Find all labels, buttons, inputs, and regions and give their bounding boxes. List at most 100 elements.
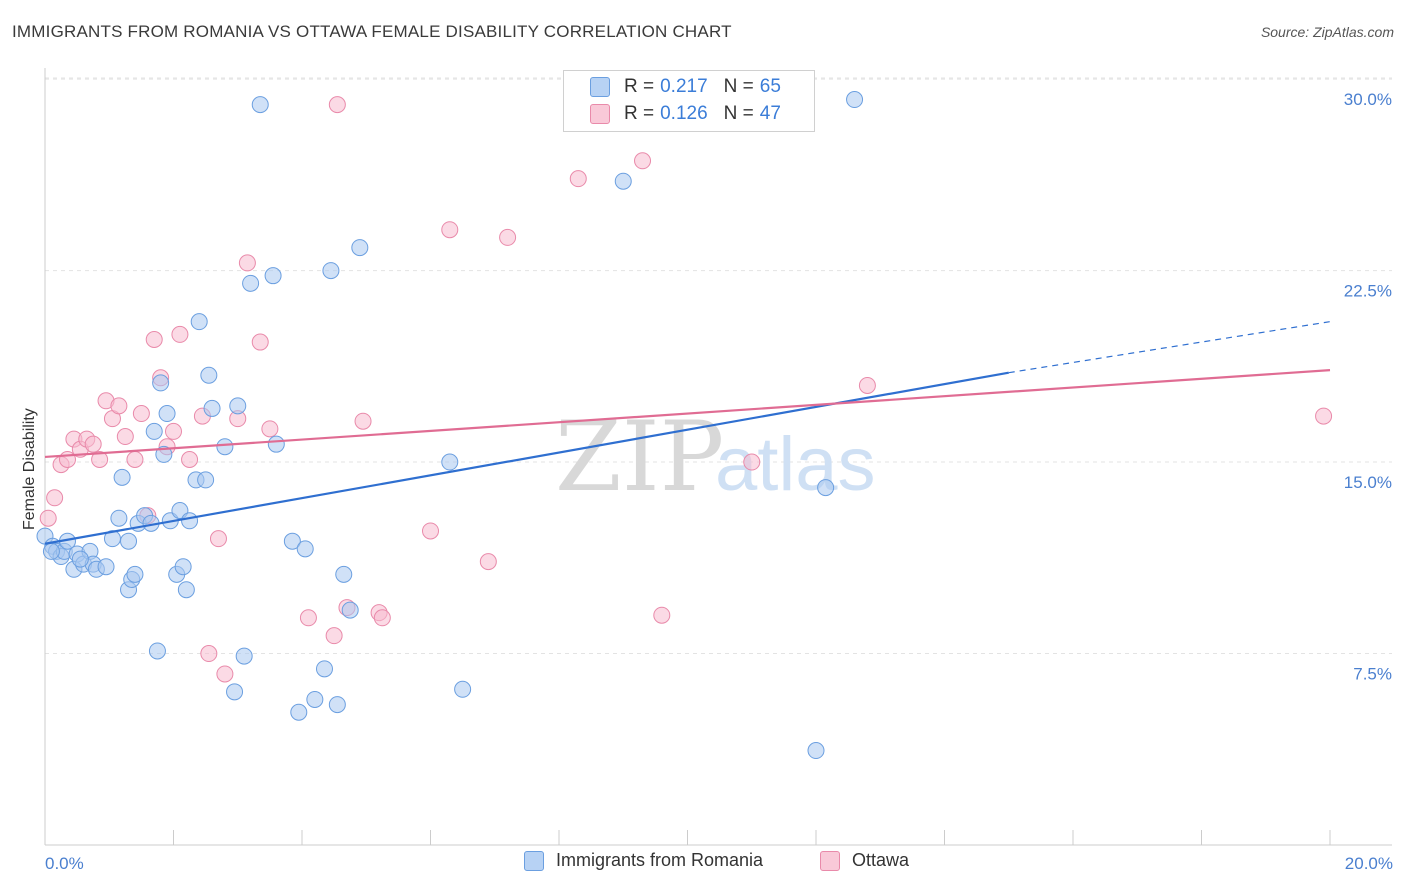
romania-point bbox=[306, 690, 324, 708]
ottawa-point bbox=[422, 522, 439, 540]
romania-point bbox=[296, 540, 314, 558]
ottawa-point bbox=[200, 645, 218, 663]
ottawa-point bbox=[441, 221, 459, 239]
romania-point bbox=[335, 565, 353, 583]
romania-point bbox=[251, 96, 269, 114]
ottawa-point bbox=[216, 665, 234, 683]
trend-lines bbox=[44, 321, 1331, 545]
ottawa-points bbox=[39, 96, 1333, 683]
romania-point bbox=[190, 313, 208, 331]
legend-swatch-pink bbox=[820, 850, 840, 871]
romania-point bbox=[174, 558, 192, 576]
watermark-atlas: atlas bbox=[715, 422, 876, 507]
bottom-legend-romania: Immigrants from Romania bbox=[524, 850, 763, 871]
x-tick-label-min: 0.0% bbox=[45, 854, 84, 873]
legend-r-value: 0.217 bbox=[660, 76, 708, 97]
ottawa-point bbox=[46, 489, 64, 507]
ottawa-point bbox=[743, 453, 761, 471]
legend-row-ottawa: R = 0.126 N = 47 bbox=[590, 102, 787, 126]
romania-point bbox=[328, 696, 346, 714]
romania-point bbox=[197, 471, 215, 489]
ottawa-point bbox=[251, 333, 269, 351]
legend-label-romania: Immigrants from Romania bbox=[556, 850, 764, 870]
romania-point bbox=[113, 468, 131, 486]
ottawa-point bbox=[569, 170, 587, 188]
romania-point bbox=[203, 399, 221, 417]
legend-swatch-blue bbox=[524, 850, 544, 871]
ottawa-point bbox=[328, 96, 346, 114]
x-tick-label-max: 20.0% bbox=[1345, 854, 1393, 873]
legend-n-value: 47 bbox=[759, 103, 781, 124]
romania-trend-extension bbox=[1008, 321, 1331, 374]
romania-point bbox=[181, 512, 199, 530]
romania-points bbox=[36, 91, 864, 760]
ottawa-point bbox=[145, 331, 163, 349]
ottawa-point bbox=[653, 606, 671, 624]
legend-n-value: 65 bbox=[759, 76, 781, 97]
ottawa-point bbox=[479, 553, 497, 571]
legend-row-romania: R = 0.217 N = 65 bbox=[590, 75, 787, 99]
ottawa-point bbox=[499, 228, 517, 246]
ottawa-point bbox=[165, 422, 182, 440]
romania-point bbox=[235, 647, 253, 665]
romania-point bbox=[229, 397, 247, 415]
ottawa-point bbox=[58, 450, 76, 468]
legend-r-label: R = bbox=[624, 103, 655, 124]
romania-point bbox=[155, 445, 173, 463]
romania-point bbox=[322, 262, 340, 280]
ottawa-point bbox=[209, 530, 227, 548]
stats-legend: R = 0.217 N = 65 R = 0.126 N = 47 bbox=[563, 70, 815, 132]
romania-point bbox=[315, 660, 333, 678]
romania-point bbox=[226, 683, 244, 701]
romania-point bbox=[126, 565, 144, 583]
ottawa-point bbox=[238, 254, 256, 272]
ottawa-point bbox=[84, 435, 102, 453]
ottawa-point bbox=[373, 609, 391, 627]
ottawa-point bbox=[132, 405, 150, 423]
romania-point bbox=[454, 680, 472, 698]
ottawa-point bbox=[116, 428, 134, 446]
romania-point bbox=[817, 479, 835, 497]
romania-point bbox=[158, 405, 176, 423]
romania-point bbox=[200, 366, 218, 384]
y-axis-label: Female Disability bbox=[21, 408, 38, 530]
romania-point bbox=[846, 91, 864, 109]
ottawa-point bbox=[858, 376, 876, 394]
romania-point bbox=[71, 550, 89, 568]
ottawa-point bbox=[181, 450, 199, 468]
romania-point bbox=[807, 742, 825, 760]
romania-point bbox=[42, 542, 60, 560]
ottawa-point bbox=[39, 509, 57, 527]
chart-title: IMMIGRANTS FROM ROMANIA VS OTTAWA FEMALE… bbox=[12, 22, 732, 41]
ottawa-point bbox=[634, 152, 652, 170]
romania-point bbox=[145, 422, 163, 440]
ottawa-point bbox=[110, 397, 128, 415]
romania-point bbox=[614, 172, 632, 190]
ottawa-point bbox=[299, 609, 317, 627]
romania-point bbox=[120, 532, 138, 550]
ottawa-point bbox=[91, 450, 109, 468]
legend-n-label: N = bbox=[723, 103, 754, 124]
romania-point bbox=[351, 239, 369, 257]
legend-label-ottawa: Ottawa bbox=[852, 850, 910, 870]
romania-trend-line bbox=[44, 371, 1009, 545]
romania-point bbox=[290, 703, 308, 721]
legend-swatch-blue bbox=[590, 77, 610, 97]
romania-point bbox=[97, 558, 115, 576]
y-tick-label: 15.0% bbox=[1344, 473, 1392, 492]
romania-point bbox=[177, 581, 195, 599]
romania-point bbox=[242, 274, 260, 292]
romania-point bbox=[267, 435, 285, 453]
source-label: Source: ZipAtlas.com bbox=[1260, 24, 1394, 40]
y-tick-label: 22.5% bbox=[1344, 282, 1392, 301]
bottom-legend-ottawa: Ottawa bbox=[820, 850, 909, 871]
ottawa-point bbox=[354, 412, 372, 430]
grid-lines bbox=[45, 77, 1392, 655]
ottawa-trend-line bbox=[44, 369, 1331, 459]
ottawa-point bbox=[1315, 407, 1333, 425]
ottawa-point bbox=[126, 450, 144, 468]
ottawa-point bbox=[261, 420, 279, 438]
ottawa-point bbox=[171, 325, 189, 343]
romania-point bbox=[216, 438, 234, 456]
